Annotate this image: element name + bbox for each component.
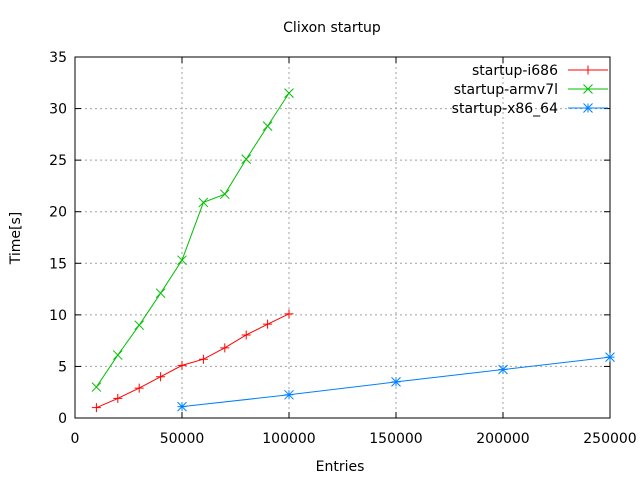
data-point-marker	[220, 343, 230, 353]
data-point-marker	[91, 403, 101, 413]
grid	[75, 57, 610, 418]
data-point-marker	[198, 354, 208, 364]
y-tick-label: 5	[58, 359, 67, 375]
y-tick-label: 35	[49, 50, 67, 66]
x-tick-label: 100000	[262, 431, 315, 447]
x-tick-label: 150000	[369, 431, 422, 447]
y-tick-label: 30	[49, 102, 67, 118]
legend-label: startup-armv7l	[454, 82, 558, 98]
x-tick-label: 50000	[160, 431, 205, 447]
x-axis-label: Entries	[316, 459, 365, 475]
data-point-marker	[177, 360, 187, 370]
chart-title: Clixon startup	[283, 20, 381, 36]
y-tick-label: 25	[49, 153, 67, 169]
data-point-marker	[198, 197, 209, 208]
series-startup-x86_64	[177, 352, 615, 412]
data-point-marker	[391, 377, 401, 387]
data-point-marker	[284, 309, 294, 319]
series-startup-i686	[91, 309, 294, 413]
axes: 0 50000 100000 150000 200000 250000 0 5 10 15 20 25…	[49, 50, 637, 447]
data-point-marker	[583, 65, 593, 75]
data-point-marker	[155, 288, 166, 299]
data-point-marker	[134, 383, 144, 393]
data-point-marker	[241, 330, 251, 340]
data-point-marker	[605, 352, 615, 362]
data-point-marker	[498, 364, 508, 375]
data-point-marker	[177, 255, 187, 266]
data-point-marker	[113, 393, 123, 403]
data-point-marker	[263, 319, 273, 329]
plot-border	[74, 56, 611, 419]
data-point-marker	[156, 372, 166, 382]
x-tick-label: 250000	[583, 431, 636, 447]
series-group	[91, 88, 615, 413]
data-point-marker	[583, 84, 593, 94]
data-point-marker	[284, 389, 294, 400]
data-point-marker	[134, 320, 145, 331]
legend-item: startup-i686	[472, 63, 608, 79]
y-tick-label: 10	[49, 308, 67, 324]
data-point-marker	[91, 382, 102, 392]
legend-item: startup-armv7l	[454, 82, 608, 98]
data-point-marker	[177, 401, 187, 412]
series-line	[96, 313, 290, 409]
data-point-marker	[219, 189, 230, 200]
legend-label: startup-x86_64	[452, 101, 558, 117]
data-point-marker	[241, 154, 252, 164]
legend-item: startup-x86_64	[452, 101, 608, 117]
x-tick-label: 0	[71, 431, 80, 447]
y-axis-label: Time[s]	[8, 212, 24, 265]
x-tick-label: 200000	[476, 431, 529, 447]
legend-label: startup-i686	[472, 63, 558, 79]
y-tick-label: 0	[58, 411, 67, 427]
data-point-marker	[284, 88, 294, 98]
data-point-marker	[583, 103, 593, 113]
legend: startup-i686 startup-armv7l startup-x86_64	[452, 63, 608, 117]
data-point-marker	[112, 350, 123, 360]
y-tick-label: 15	[49, 256, 67, 272]
series-line	[95, 92, 290, 388]
data-point-marker	[262, 121, 273, 131]
y-tick-label: 20	[49, 205, 67, 221]
series-startup-armv7l	[91, 88, 294, 392]
